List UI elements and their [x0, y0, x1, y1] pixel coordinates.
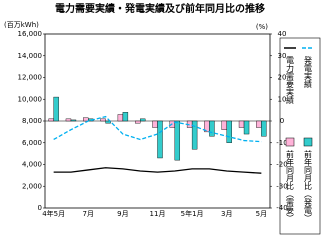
x-tick-label: 3月 [221, 210, 232, 218]
bar [105, 120, 111, 124]
bar [243, 120, 250, 135]
y2-tick-label: -30 [276, 182, 287, 190]
x-tick-label: 5年1月 [181, 209, 204, 218]
legend-label: 前年同月比（需要） [286, 149, 295, 222]
bar [226, 120, 232, 143]
bar [152, 120, 158, 128]
y-tick-label: 2,000 [22, 182, 42, 190]
bar [157, 120, 163, 159]
bar [139, 118, 146, 122]
y-tick-label: 16,000 [18, 30, 43, 38]
y-tick-label: 12,000 [18, 74, 43, 82]
bar [238, 120, 245, 128]
legend-label: 電力需要実績 [286, 56, 295, 105]
line-series [53, 167, 262, 174]
bar [48, 118, 54, 122]
y-tick-label: 4,000 [22, 161, 42, 169]
bar [209, 120, 215, 137]
bar [65, 118, 72, 122]
bar [100, 118, 106, 122]
chart-title: 電力需要実績・発電実績及び前年同月比の推移 [55, 2, 265, 15]
bar [256, 120, 262, 128]
y-tick-label: 0 [38, 204, 42, 212]
bar [134, 120, 141, 124]
y2-tick-label: -20 [276, 161, 287, 169]
y-tick-label: 10,000 [18, 95, 43, 103]
bar [261, 120, 267, 137]
y2-tick-label: -40 [276, 204, 287, 212]
line-series [53, 115, 262, 143]
legend-swatch [303, 137, 313, 147]
x-tick-label: 11月 [150, 210, 166, 218]
y-axis-label: (百万kWh) [4, 21, 39, 29]
bar [70, 119, 77, 122]
legend-label: 前年同月比（発電） [304, 149, 313, 222]
y2-tick-label: -10 [276, 139, 287, 147]
bar [221, 120, 227, 130]
bar [122, 112, 129, 122]
legend-swatch [285, 137, 295, 147]
y2-tick-label: 40 [278, 30, 287, 38]
y2-tick-label: 10 [278, 95, 287, 103]
bar [83, 117, 89, 122]
y2-tick-label: 30 [278, 52, 287, 60]
x-tick-label: 5月 [256, 210, 267, 218]
y2-tick-label: 0 [280, 117, 284, 125]
x-tick-label: 4年5月 [42, 209, 65, 218]
bar [117, 114, 124, 122]
y-tick-label: 14,000 [18, 52, 43, 60]
y-tick-label: 8,000 [22, 117, 42, 125]
bar [191, 120, 198, 150]
legend-box [279, 37, 321, 235]
y-tick-label: 6,000 [22, 139, 42, 147]
y2-tick-label: 20 [278, 74, 287, 82]
legend-label: 発電実績 [304, 56, 313, 89]
x-tick-label: 9月 [117, 210, 128, 218]
bar [53, 96, 59, 122]
bar [174, 120, 181, 161]
y2-axis-label: (%) [256, 23, 268, 31]
x-tick-label: 7月 [83, 210, 94, 218]
